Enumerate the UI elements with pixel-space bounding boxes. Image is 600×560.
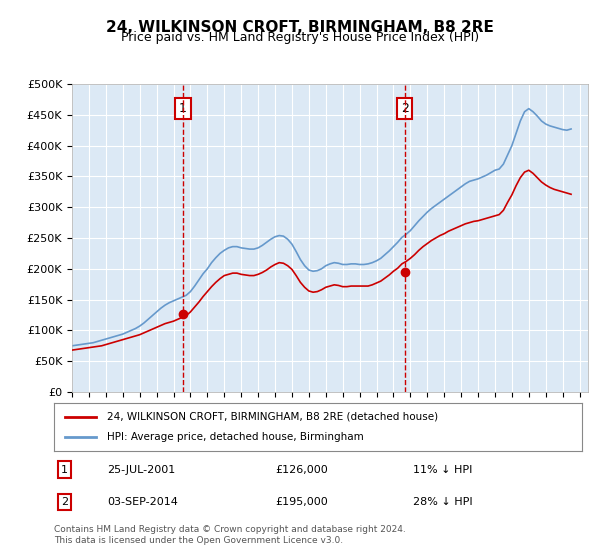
Text: 11% ↓ HPI: 11% ↓ HPI	[413, 465, 472, 475]
Text: HPI: Average price, detached house, Birmingham: HPI: Average price, detached house, Birm…	[107, 432, 364, 442]
Text: 1: 1	[61, 465, 68, 475]
Text: 2: 2	[401, 102, 409, 115]
Text: Price paid vs. HM Land Registry's House Price Index (HPI): Price paid vs. HM Land Registry's House …	[121, 31, 479, 44]
Text: 24, WILKINSON CROFT, BIRMINGHAM, B8 2RE: 24, WILKINSON CROFT, BIRMINGHAM, B8 2RE	[106, 20, 494, 35]
Text: 25-JUL-2001: 25-JUL-2001	[107, 465, 175, 475]
Text: 1: 1	[179, 102, 187, 115]
Text: 03-SEP-2014: 03-SEP-2014	[107, 497, 178, 507]
Text: 24, WILKINSON CROFT, BIRMINGHAM, B8 2RE (detached house): 24, WILKINSON CROFT, BIRMINGHAM, B8 2RE …	[107, 412, 438, 422]
Text: Contains HM Land Registry data © Crown copyright and database right 2024.
This d: Contains HM Land Registry data © Crown c…	[54, 525, 406, 545]
Text: £126,000: £126,000	[276, 465, 329, 475]
Text: 2: 2	[61, 497, 68, 507]
Text: 28% ↓ HPI: 28% ↓ HPI	[413, 497, 473, 507]
Text: £195,000: £195,000	[276, 497, 329, 507]
